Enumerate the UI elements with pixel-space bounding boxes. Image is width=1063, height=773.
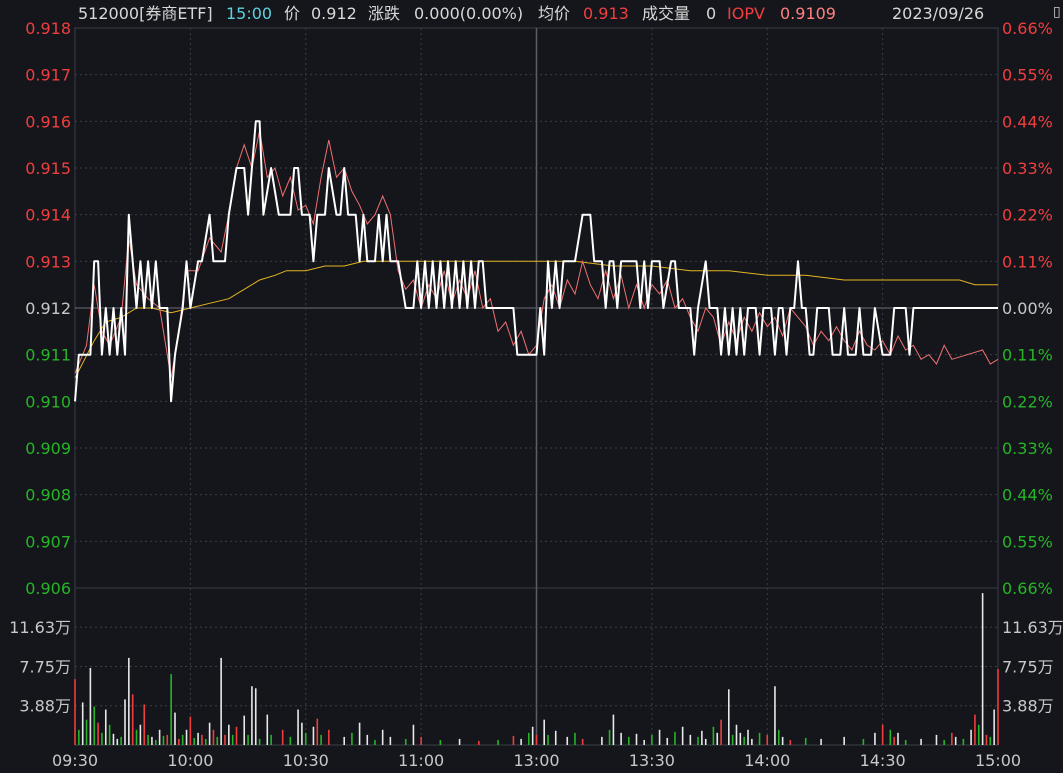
- price-tick-label: 0.911: [25, 346, 71, 365]
- time-tick-label: 14:30: [860, 751, 906, 770]
- pct-tick-label: 0.66%: [1002, 19, 1053, 38]
- price-tick-label: 0.914: [25, 206, 71, 225]
- pct-tick-label: 0.22%: [1002, 392, 1053, 411]
- price-tick-label: 0.907: [25, 532, 71, 551]
- price-tick-label: 0.910: [25, 392, 71, 411]
- time-tick-label: 14:00: [744, 751, 790, 770]
- price-tick-label: 0.918: [25, 19, 71, 38]
- volume-tick-label: 11.63万: [9, 618, 71, 637]
- price-tick-label: 0.906: [25, 579, 71, 598]
- volume-tick-label: 3.88万: [1002, 697, 1054, 716]
- time-tick-label: 11:00: [398, 751, 444, 770]
- change-label: 涨跌: [368, 4, 401, 23]
- time-tick-label: 13:00: [513, 751, 559, 770]
- price-tick-label: 0.917: [25, 66, 71, 85]
- volume-value: 0: [706, 4, 717, 23]
- pct-tick-label: 0.55%: [1002, 66, 1053, 85]
- iopv-label: IOPV: [727, 4, 765, 23]
- avg-label: 均价: [538, 4, 571, 23]
- price-tick-label: 0.913: [25, 252, 71, 271]
- pct-tick-label: 0.66%: [1002, 579, 1053, 598]
- panel-corner-icon[interactable]: ▯: [1053, 4, 1061, 20]
- pct-tick-label: 0.11%: [1002, 252, 1053, 271]
- price-line: [74, 120, 998, 403]
- pct-tick-label: 0.33%: [1002, 439, 1053, 458]
- volume-tick-label: 7.75万: [1002, 658, 1054, 677]
- iopv-value: 0.9109: [780, 4, 836, 23]
- time-tick-label: 10:30: [283, 751, 329, 770]
- price-label: 价: [284, 4, 301, 23]
- security-code: 512000[券商ETF]: [78, 4, 213, 23]
- pct-tick-label: 0.44%: [1002, 486, 1053, 505]
- volume-tick-label: 7.75万: [19, 658, 71, 677]
- pct-tick-label: 0.33%: [1002, 159, 1053, 178]
- pct-tick-label: 0.00%: [1002, 299, 1053, 318]
- price-tick-label: 0.916: [25, 112, 71, 131]
- pct-tick-label: 0.11%: [1002, 346, 1053, 365]
- pct-tick-label: 0.44%: [1002, 112, 1053, 131]
- pct-tick-label: 0.55%: [1002, 532, 1053, 551]
- price-value: 0.912: [311, 4, 357, 23]
- quote-header: 512000[券商ETF] 15:00 价 0.912 涨跌 0.000(0.0…: [0, 0, 1063, 28]
- quote-time: 15:00: [226, 4, 273, 23]
- change-value: 0.000(0.00%): [414, 4, 524, 23]
- time-tick-label: 09:30: [52, 751, 98, 770]
- avg-value: 0.913: [583, 4, 629, 23]
- price-tick-label: 0.915: [25, 159, 71, 178]
- time-tick-label: 13:30: [629, 751, 675, 770]
- volume-tick-label: 11.63万: [1002, 618, 1063, 637]
- time-tick-label: 15:00: [975, 751, 1021, 770]
- volume-label: 成交量: [642, 4, 691, 23]
- volume-tick-label: 3.88万: [19, 697, 71, 716]
- time-tick-label: 10:00: [167, 751, 213, 770]
- pct-tick-label: 0.22%: [1002, 206, 1053, 225]
- price-tick-label: 0.912: [25, 299, 71, 318]
- price-tick-label: 0.909: [25, 439, 71, 458]
- quote-date: 2023/09/26: [892, 4, 985, 23]
- price-tick-label: 0.908: [25, 486, 71, 505]
